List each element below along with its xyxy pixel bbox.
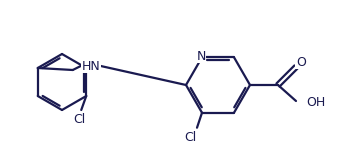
Text: Cl: Cl: [73, 112, 85, 126]
Text: O: O: [296, 56, 306, 69]
Text: N: N: [196, 50, 206, 63]
Text: Cl: Cl: [184, 131, 196, 144]
Text: OH: OH: [306, 96, 325, 110]
Text: HN: HN: [81, 60, 100, 72]
